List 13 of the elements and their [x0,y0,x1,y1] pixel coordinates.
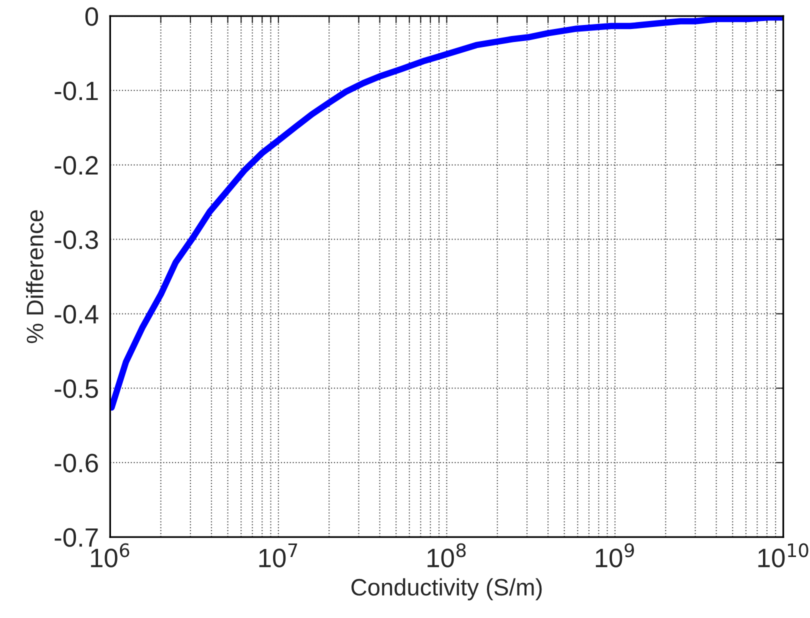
y-tick-label: -0.2 [54,156,98,175]
y-tick-label: -0.5 [54,379,98,398]
x-axis-title: Conductivity (S/m) [351,578,542,600]
y-tick-label: -0.1 [54,82,98,100]
y-axis-title: % Difference [26,210,44,344]
x-tick-label: 10$^{9}$ [596,543,634,568]
y-tick-label: 0 [85,7,98,26]
x-tick-label: 10$^{8}$ [428,543,466,568]
y-tick-label: -0.4 [54,304,98,324]
x-tick-label: 10$^{7}$ [259,544,298,568]
y-tick-label: -0.6 [54,454,98,472]
x-tick-label: 10$^{10}$ [758,543,808,568]
y-tick-label: -0.3 [54,230,98,250]
